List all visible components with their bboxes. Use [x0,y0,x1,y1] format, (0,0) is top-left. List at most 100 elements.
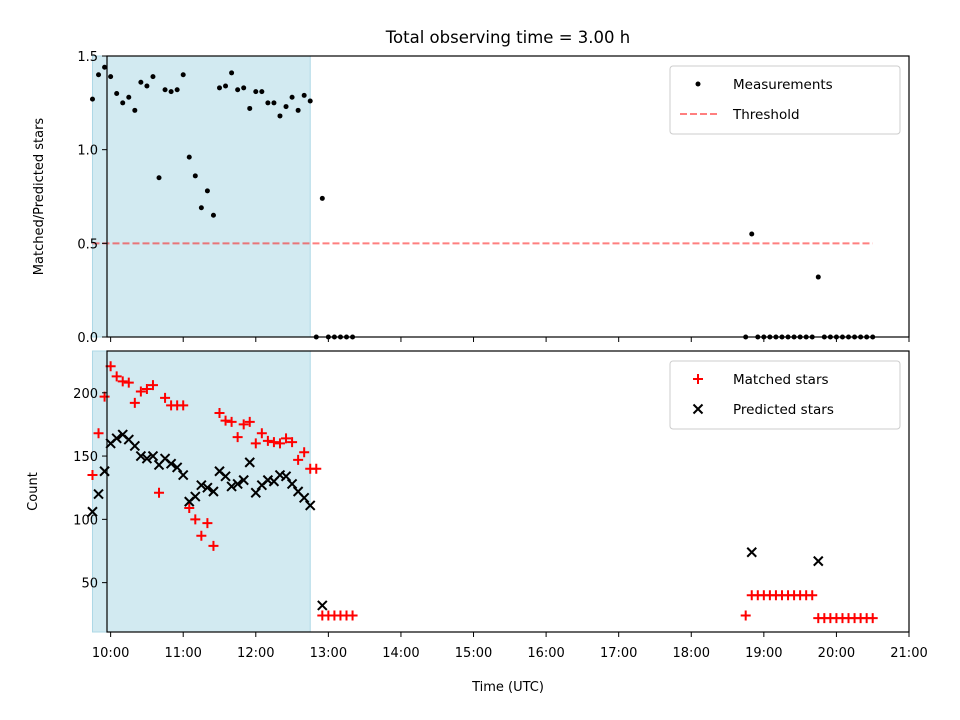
measurement-point [198,205,204,211]
predicted-star-point [746,547,757,558]
matched-star-point [293,454,304,465]
measurement-point [749,231,755,237]
measurement-point [235,87,241,93]
matched-star-point [250,438,261,449]
matched-star-point [867,613,878,624]
matched-star-point [807,590,818,601]
x-tick-label: 21:00 [890,646,927,661]
measurement-point [223,83,229,89]
matched-star-point [93,428,104,439]
predicted-star-point [202,482,213,493]
predicted-star-point [111,433,122,444]
matched-star-point [141,383,152,394]
matched-star-point [190,514,201,525]
observing-window [91,350,311,633]
observing-window-shade-bottom [91,350,311,633]
measurement-point [319,195,325,201]
measurement-point [96,72,102,78]
matched-star-point [347,610,358,621]
x-tick-label: 10:00 [92,646,129,661]
matched-star-point [214,408,225,419]
measurement-point [114,90,120,96]
chart-title: Total observing time = 3.00 h [385,28,630,47]
matched-star-point [129,397,140,408]
matched-star-point [268,437,279,448]
x-tick-label: 14:00 [382,646,419,661]
axes-frame [106,350,910,633]
matched-star-point [154,487,165,498]
observing-window [91,55,311,338]
y-tick-label: 0.5 [77,237,98,252]
measurement-point [815,274,821,280]
matched-star-point [135,386,146,397]
predicted-star-point [232,478,243,490]
predicted-star-point [141,453,153,464]
legend-label: Threshold [732,107,800,123]
predicted-star-point [244,457,255,468]
predicted-star-point [135,450,147,462]
measurement-point [277,113,283,119]
matched-star-point [244,416,255,427]
predicted-star-point [165,458,177,469]
predicted-star-point [286,478,298,490]
measurement-point [120,100,126,106]
top-panel: 0.0 0.5 1.0 1.5 Measurements Threshold Match… [32,50,910,346]
x-tick-label: 11:00 [164,646,201,661]
bottom-axes: 10:00 11:00 12:00 13:00 14:00 15:00 16:00 17:00… [73,350,928,661]
matched-star-point [117,376,128,387]
y-tick-label: 1.5 [77,50,98,65]
predicted-star-point [190,491,201,502]
predicted-star-point [226,481,237,492]
matched-star-point [299,447,310,458]
predicted-star-point [93,488,104,500]
predicted-star-point [238,474,249,486]
measurement-point [156,175,162,181]
predicted-star-point [87,506,98,517]
x-tick-label: 18:00 [673,646,710,661]
predicted-star-point [147,450,159,462]
bottom-legend: Matched stars Predicted stars [669,360,901,430]
measurement-point [174,87,180,93]
measurement-point [162,87,168,93]
y-tick-label: 0.0 [77,331,98,346]
measurement-point [132,107,138,113]
measurement-point [108,74,114,80]
predicted-star-point [298,492,310,504]
x-tick-label: 12:00 [237,646,274,661]
top-axes: 0.0 0.5 1.0 1.5 [77,50,910,346]
measurement-point [186,154,192,160]
top-y-axis-label: Matched/Predicted stars [32,118,47,276]
measurement-point [229,70,235,76]
x-tick-label: 13:00 [310,646,347,661]
y-tick-label: 150 [73,450,98,465]
predicted-star-point [813,555,824,567]
matched-star-point [178,400,189,411]
legend-box [669,65,901,135]
legend-label: Predicted stars [733,402,834,418]
measurement-point [301,92,307,98]
measurement-point [180,72,186,78]
predicted-star-point [196,479,207,491]
measurement-point [283,104,289,110]
measurement-point [138,79,144,85]
matched-star-point [202,518,213,529]
predicted-star-point [171,462,183,473]
matched-star-point [147,380,158,391]
legend-x-marker [692,403,704,415]
measurement-point [192,173,198,179]
matched-star-point [87,470,98,481]
measurement-point [289,94,295,100]
x-tick-label: 20:00 [818,646,855,661]
matched-star-point [208,540,219,551]
predicted-star-point [305,500,316,511]
matched-star-point [111,371,122,382]
legend-plus-marker [693,374,703,384]
matched-star-point [256,428,267,439]
matched-star-point [123,377,134,388]
axes-frame [106,55,910,338]
matched-star-point [274,438,285,449]
matched-star-point [160,392,171,403]
x-tick-label: 15:00 [455,646,492,661]
x-tick-label: 17:00 [600,646,637,661]
predicted-star-point [280,471,292,482]
